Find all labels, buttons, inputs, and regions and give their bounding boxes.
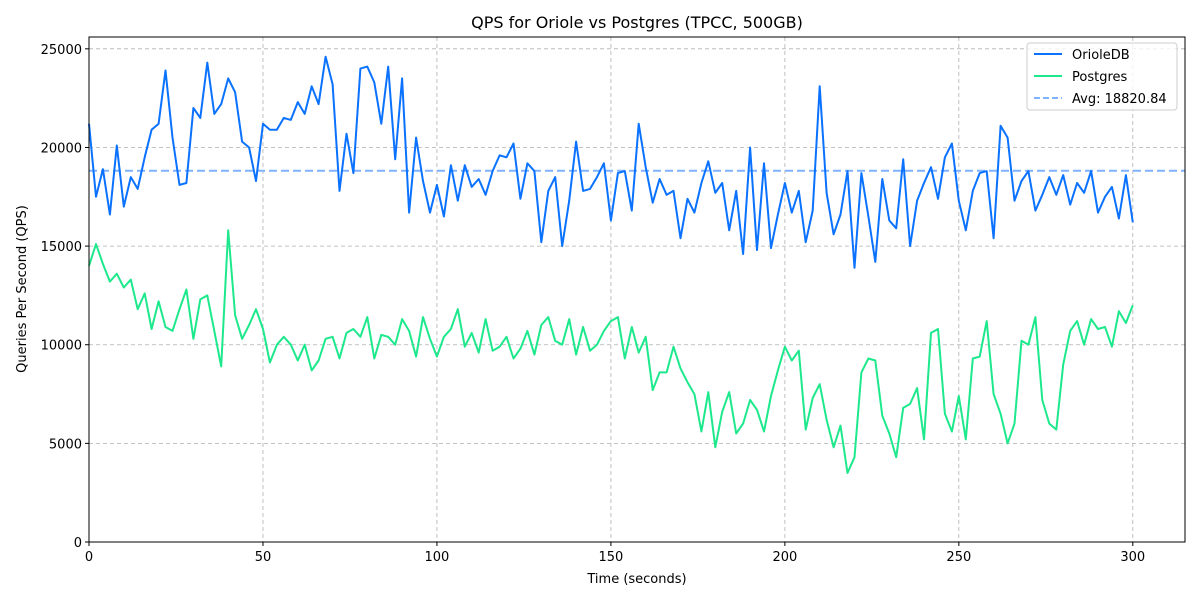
legend-label-average: Avg: 18820.84 [1072, 92, 1167, 107]
x-tick-label: 0 [85, 550, 93, 565]
y-axis-label: Queries Per Second (QPS) [15, 205, 30, 373]
plot-frame [88, 36, 1186, 543]
y-tick-label: 25000 [41, 43, 82, 58]
y-tick-label: 20000 [41, 141, 82, 156]
legend-box [1026, 42, 1178, 111]
y-tick-label: 5000 [49, 437, 82, 452]
series-lines [88, 55, 1185, 474]
x-tick-label: 100 [425, 550, 450, 565]
y-tick-label: 15000 [41, 240, 82, 255]
series-line-postgres [88, 229, 1134, 474]
y-axis-ticks: 0 5000 10000 15000 20000 25000 [41, 43, 89, 551]
x-tick-label: 200 [772, 550, 797, 565]
legend-label-orioledb: OrioleDB [1072, 48, 1130, 63]
y-tick-label: 10000 [41, 339, 82, 354]
x-tick-label: 300 [1120, 550, 1145, 565]
x-tick-label: 250 [946, 550, 971, 565]
x-axis-label: Time (seconds) [586, 572, 686, 587]
x-tick-label: 50 [255, 550, 272, 565]
chart-title: QPS for Oriole vs Postgres (TPCC, 500GB) [471, 13, 803, 32]
series-line-orioledb [88, 55, 1134, 269]
y-tick-label: 0 [74, 536, 82, 551]
legend-label-postgres: Postgres [1072, 70, 1128, 85]
grid-lines [88, 37, 1185, 543]
x-axis-ticks: 0 50 100 150 200 250 300 [85, 542, 1145, 565]
legend: OrioleDB Postgres Avg: 18820.84 [1026, 42, 1178, 111]
x-tick-label: 150 [598, 550, 623, 565]
